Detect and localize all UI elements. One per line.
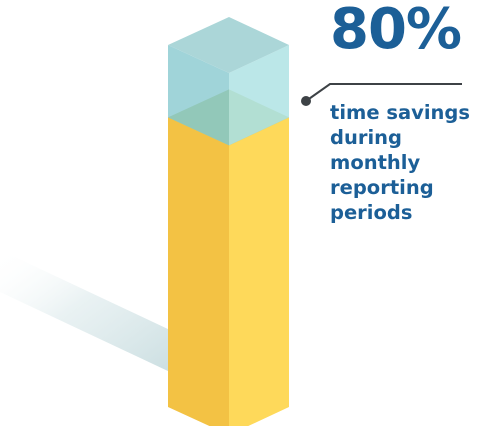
caption-line: monthly xyxy=(330,151,421,174)
caption-line: during xyxy=(330,126,402,149)
caption-line: periods xyxy=(330,201,413,224)
caption-line: reporting xyxy=(330,176,434,199)
column-shadow xyxy=(0,250,170,372)
column-fill-side xyxy=(229,117,289,426)
caption-line: time savings xyxy=(330,101,470,124)
value-label: 80% xyxy=(330,0,462,62)
leader-dot xyxy=(301,96,311,106)
column-empty-front xyxy=(168,45,229,146)
leader-line xyxy=(305,83,462,102)
column-fill-front xyxy=(168,117,229,426)
column-empty-side xyxy=(229,45,289,146)
column-empty-top xyxy=(168,17,289,73)
column xyxy=(168,17,289,426)
caption: time savings during monthly reporting pe… xyxy=(330,100,490,225)
